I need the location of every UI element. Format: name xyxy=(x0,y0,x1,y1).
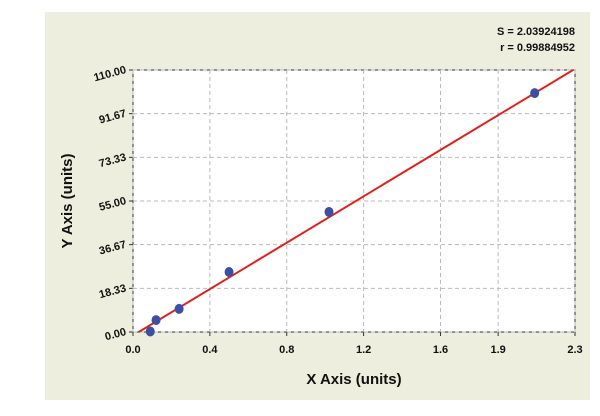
x-axis-title: X Axis (units) xyxy=(306,371,401,388)
fit-line xyxy=(138,70,575,332)
x-tick-label: 1.6 xyxy=(433,344,448,356)
annotation: r = 0.99884952 xyxy=(500,42,575,54)
point xyxy=(530,88,540,99)
x-tick-label: 1.2 xyxy=(356,344,371,356)
point xyxy=(224,266,234,277)
x-tick-label: 0.0 xyxy=(125,344,140,356)
point xyxy=(174,303,184,314)
x-tick-label: 0.4 xyxy=(202,344,218,356)
annotation: S = 2.03924198 xyxy=(497,26,575,38)
point xyxy=(145,326,155,337)
x-tick-label: 2.3 xyxy=(567,344,582,356)
y-axis-title: Y Axis (units) xyxy=(59,153,76,248)
y-tick-label: 0.00 xyxy=(104,326,128,343)
x-tick-label: 1.9 xyxy=(490,344,505,356)
point xyxy=(324,206,334,217)
point xyxy=(151,315,161,326)
x-tick-label: 0.8 xyxy=(279,344,294,356)
